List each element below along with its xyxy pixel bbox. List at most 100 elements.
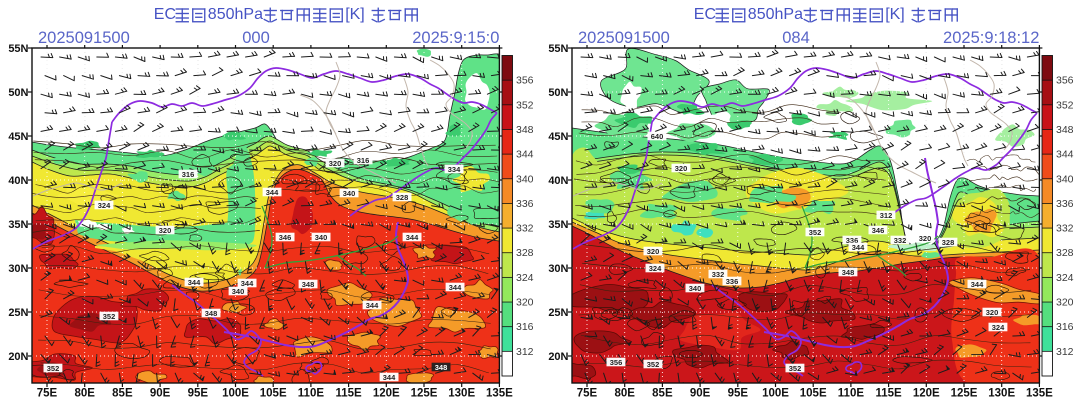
svg-text:344: 344 — [449, 283, 462, 292]
svg-text:45N: 45N — [8, 131, 28, 143]
svg-text:344: 344 — [971, 280, 984, 289]
svg-text:352: 352 — [809, 228, 822, 237]
svg-text:115E: 115E — [335, 388, 362, 400]
svg-text:344: 344 — [241, 279, 254, 288]
svg-text:320: 320 — [675, 164, 688, 173]
svg-text:640: 640 — [651, 132, 664, 141]
svg-text:352: 352 — [789, 364, 802, 373]
svg-text:[K]: [K] — [885, 6, 905, 23]
svg-text:316: 316 — [516, 321, 534, 333]
svg-text:000: 000 — [242, 29, 270, 47]
svg-text:324: 324 — [98, 201, 111, 210]
svg-text:35N: 35N — [548, 219, 568, 231]
svg-text:344: 344 — [266, 188, 279, 197]
svg-text:EC: EC — [154, 6, 176, 23]
svg-text:348: 348 — [205, 309, 218, 318]
svg-text:352: 352 — [1056, 99, 1074, 111]
svg-text:120E: 120E — [373, 388, 400, 400]
svg-text:80E: 80E — [614, 388, 635, 400]
svg-text:344: 344 — [366, 301, 379, 310]
svg-text:340: 340 — [232, 287, 245, 296]
svg-text:95E: 95E — [728, 388, 749, 400]
svg-text:348: 348 — [516, 124, 534, 136]
svg-text:40N: 40N — [548, 175, 568, 187]
svg-text:356: 356 — [610, 358, 623, 367]
svg-text:100E: 100E — [762, 388, 789, 400]
svg-text:344: 344 — [406, 233, 419, 242]
svg-text:344: 344 — [383, 373, 396, 382]
svg-text:336: 336 — [726, 277, 739, 286]
svg-text:340: 340 — [315, 233, 328, 242]
svg-text:95E: 95E — [188, 388, 209, 400]
svg-text:352: 352 — [516, 99, 534, 111]
svg-text:320: 320 — [159, 226, 172, 235]
svg-text:EC: EC — [694, 6, 716, 23]
svg-text:320: 320 — [919, 234, 932, 243]
svg-text:130E: 130E — [448, 388, 475, 400]
svg-text:328: 328 — [396, 193, 409, 202]
svg-text:348: 348 — [1056, 124, 1074, 136]
svg-text:352: 352 — [647, 360, 660, 369]
svg-text:2025:9:18:12: 2025:9:18:12 — [943, 29, 1039, 47]
svg-text:328: 328 — [1056, 247, 1074, 259]
svg-text:312: 312 — [1056, 346, 1074, 358]
svg-text:312: 312 — [880, 211, 893, 220]
svg-text:850hPa: 850hPa — [748, 6, 803, 23]
svg-text:55N: 55N — [548, 43, 568, 55]
svg-text:30N: 30N — [548, 263, 568, 275]
svg-text:50N: 50N — [548, 87, 568, 99]
svg-text:328: 328 — [516, 247, 534, 259]
svg-text:356: 356 — [516, 75, 534, 87]
svg-text:135E: 135E — [1026, 388, 1053, 400]
svg-text:40N: 40N — [8, 175, 28, 187]
svg-text:324: 324 — [516, 272, 534, 284]
svg-text:35N: 35N — [8, 219, 28, 231]
svg-text:334: 334 — [448, 165, 461, 174]
svg-text:2025091500: 2025091500 — [578, 29, 670, 47]
svg-text:324: 324 — [1056, 272, 1074, 284]
svg-text:316: 316 — [357, 156, 370, 165]
svg-text:320: 320 — [1056, 297, 1074, 309]
svg-text:320: 320 — [329, 159, 342, 168]
svg-text:25N: 25N — [8, 307, 28, 319]
svg-text:340: 340 — [516, 173, 534, 185]
svg-text:336: 336 — [516, 198, 534, 210]
svg-text:320: 320 — [647, 247, 660, 256]
svg-text:344: 344 — [852, 243, 865, 252]
svg-text:75E: 75E — [37, 388, 58, 400]
svg-text:55N: 55N — [8, 43, 28, 55]
svg-text:324: 324 — [649, 264, 662, 273]
svg-text:356: 356 — [1056, 75, 1074, 87]
svg-text:130E: 130E — [988, 388, 1015, 400]
svg-text:346: 346 — [279, 233, 292, 242]
svg-text:324: 324 — [992, 323, 1005, 332]
svg-text:100E: 100E — [222, 388, 249, 400]
svg-text:75E: 75E — [577, 388, 598, 400]
svg-text:85E: 85E — [652, 388, 673, 400]
svg-text:105E: 105E — [800, 388, 827, 400]
svg-text:2025:9:15:0: 2025:9:15:0 — [412, 29, 499, 47]
svg-text:115E: 115E — [875, 388, 902, 400]
svg-text:348: 348 — [842, 268, 855, 277]
svg-text:352: 352 — [103, 312, 116, 321]
svg-text:135E: 135E — [486, 388, 513, 400]
svg-text:344: 344 — [1056, 149, 1074, 161]
svg-text:336: 336 — [1056, 198, 1074, 210]
svg-text:110E: 110E — [298, 388, 325, 400]
svg-text:125E: 125E — [951, 388, 978, 400]
svg-text:340: 340 — [343, 189, 356, 198]
svg-text:332: 332 — [516, 223, 534, 235]
svg-text:332: 332 — [1056, 223, 1074, 235]
svg-text:30N: 30N — [8, 263, 28, 275]
svg-text:340: 340 — [1056, 173, 1074, 185]
svg-text:332: 332 — [712, 270, 725, 279]
svg-text:332: 332 — [894, 236, 907, 245]
svg-text:85E: 85E — [112, 388, 133, 400]
svg-text:340: 340 — [689, 284, 702, 293]
svg-text:348: 348 — [435, 363, 448, 372]
svg-text:20N: 20N — [548, 351, 568, 363]
svg-text:90E: 90E — [690, 388, 711, 400]
svg-text:084: 084 — [782, 29, 810, 47]
svg-text:105E: 105E — [260, 388, 287, 400]
svg-text:110E: 110E — [838, 388, 865, 400]
